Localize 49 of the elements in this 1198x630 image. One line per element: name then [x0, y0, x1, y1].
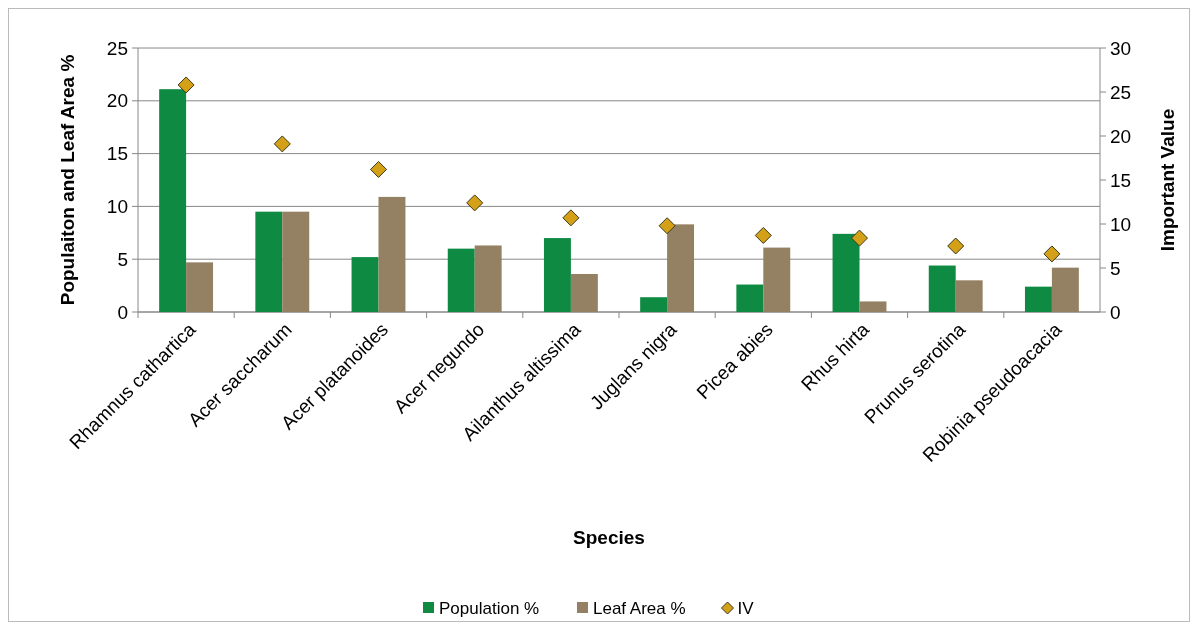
y2-tick-label: 25 [1110, 81, 1132, 103]
y2-axis-title: Important Value [1157, 108, 1178, 252]
bar [447, 248, 475, 312]
bar [255, 211, 283, 312]
y2-tick-label: 5 [1110, 257, 1121, 279]
y-tick-label: 5 [117, 248, 128, 270]
y2-tick-label: 30 [1110, 37, 1132, 59]
bar [1051, 267, 1079, 312]
point [177, 76, 195, 94]
point [1043, 245, 1061, 263]
point [562, 209, 580, 227]
bar [159, 89, 187, 312]
legend-label: IV [737, 599, 755, 618]
y2-tick-label: 0 [1110, 301, 1121, 323]
bar [667, 224, 695, 312]
point [273, 135, 291, 153]
bar [570, 273, 598, 312]
point [947, 237, 965, 255]
y2-tick-label: 15 [1110, 169, 1132, 191]
y-tick-label: 0 [117, 301, 128, 323]
point [658, 217, 676, 235]
bar [474, 245, 502, 312]
legend-label: Leaf Area % [593, 599, 686, 618]
bar [1024, 286, 1052, 312]
bar [186, 262, 214, 312]
y2-tick-label: 20 [1110, 125, 1132, 147]
bar [378, 196, 406, 312]
point [466, 194, 484, 212]
bar [928, 265, 956, 312]
bar [640, 297, 668, 312]
y-tick-label: 10 [106, 196, 128, 218]
y2-tick-label: 10 [1110, 213, 1132, 235]
bar [955, 280, 983, 312]
bar [832, 233, 860, 312]
x-axis-title: Species [573, 527, 645, 548]
bar [859, 301, 887, 312]
y-tick-label: 20 [106, 90, 128, 112]
point [754, 226, 772, 244]
legend-label: Population % [439, 599, 540, 618]
y-axis-title: Populaiton and Leaf Area % [57, 54, 78, 306]
bar [282, 211, 310, 312]
point [851, 229, 868, 247]
bar [543, 238, 571, 312]
bar [351, 257, 379, 312]
y-tick-label: 15 [106, 143, 128, 165]
bar [736, 284, 764, 312]
bar [763, 247, 791, 312]
y-tick-label: 25 [106, 37, 128, 59]
point [370, 160, 387, 178]
